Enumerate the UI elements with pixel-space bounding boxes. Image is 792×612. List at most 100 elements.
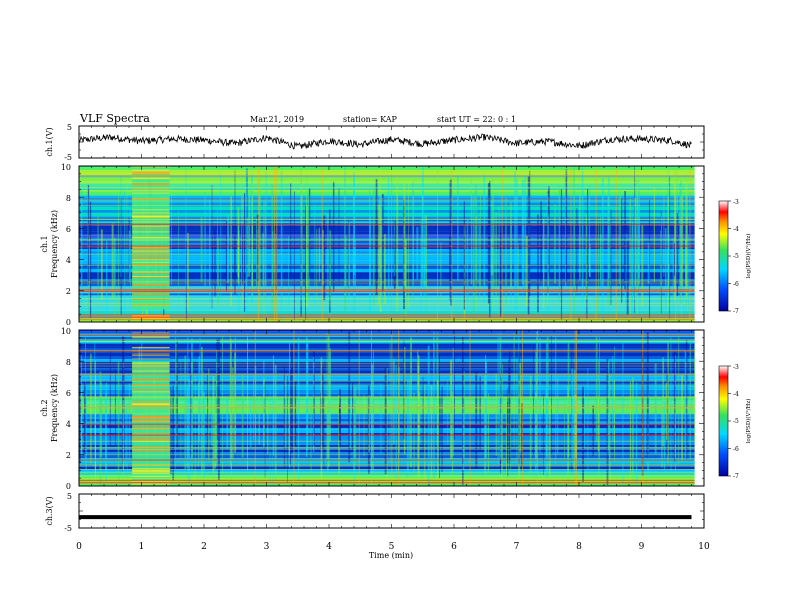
spectrogram-streak xyxy=(290,345,293,453)
spectrogram-line xyxy=(79,374,695,375)
spectrogram-line xyxy=(79,170,695,172)
spectrogram-streak xyxy=(283,364,285,470)
spectrogram-band xyxy=(79,336,695,340)
spectrogram-band xyxy=(79,280,695,284)
spectrogram-burst-line xyxy=(132,190,170,192)
spectrogram-burst-line xyxy=(132,177,170,179)
spectrogram-burst-line xyxy=(132,183,170,185)
spectrogram-band xyxy=(79,352,695,357)
spectrogram-burst-line xyxy=(132,188,170,190)
spectrogram-streak xyxy=(128,230,131,282)
spectrogram-streak xyxy=(349,398,351,448)
spectrogram-streak xyxy=(635,382,638,484)
spectrogram-band xyxy=(79,299,695,303)
spectrogram-streak xyxy=(392,358,395,445)
spectrogram-band xyxy=(79,249,695,252)
spectrogram-burst-line xyxy=(132,354,170,356)
spectrogram-streak xyxy=(247,217,249,278)
spectrogram-streak xyxy=(615,166,617,322)
spectrogram-line xyxy=(79,253,695,255)
spectrogram-streak xyxy=(369,190,371,312)
spectrogram-streak xyxy=(214,406,217,467)
s2-ytick-4: 4 xyxy=(66,420,71,429)
spectrogram-streak xyxy=(598,334,600,467)
spectrogram-streak xyxy=(587,367,589,471)
spectrogram-streak xyxy=(674,243,676,276)
spectrogram-burst-line xyxy=(132,417,170,419)
spectrogram-streak xyxy=(258,396,261,445)
ch1-ytick-neg5: -5 xyxy=(64,153,72,162)
spectrogram-streak xyxy=(243,193,246,312)
spectrogram-streak xyxy=(186,387,189,468)
spectrogram-line xyxy=(79,298,695,299)
spectrogram-streak xyxy=(535,351,537,461)
spectrogram-burst-line xyxy=(132,332,170,334)
spectrogram-streak xyxy=(384,367,387,475)
spectrogram-streak xyxy=(353,171,355,315)
spectrogram-streak xyxy=(506,388,508,463)
spectrogram-streak xyxy=(272,355,275,456)
spectrogram-burst-line xyxy=(132,173,170,175)
spectrogram-burst-line xyxy=(132,358,170,360)
spectrogram-streak xyxy=(251,174,253,303)
spectrogram-streak xyxy=(241,374,244,458)
spectrogram-streak xyxy=(492,179,494,311)
spectrogram-streak xyxy=(499,232,502,318)
spectrogram-burst-line xyxy=(132,370,170,372)
spectrogram-band xyxy=(79,177,695,182)
spectrogram-band xyxy=(79,269,695,273)
spectrogram-streak xyxy=(124,190,126,316)
xtick-1: 1 xyxy=(139,542,145,552)
spectrogram-band xyxy=(79,283,695,287)
spectrogram-band xyxy=(79,172,695,175)
spectrogram-streak xyxy=(478,217,481,301)
spectrogram-streak xyxy=(672,237,674,312)
spectrogram-streak xyxy=(623,240,625,282)
spectrogram-burst-line xyxy=(132,166,170,168)
cb2-label: log(PSD)(V²/Hz) xyxy=(745,399,752,444)
spectrogram-streak xyxy=(417,355,420,477)
spectrogram-burst-line xyxy=(132,184,170,186)
spectrogram-burst-line xyxy=(132,250,170,252)
spectrogram-band xyxy=(79,303,695,306)
spectrogram-streak xyxy=(321,363,324,449)
cb1-label: log(PSD)(V²/Hz) xyxy=(745,234,752,279)
s1-ytick-0: 0 xyxy=(66,318,71,327)
spectrogram-streak xyxy=(540,201,542,282)
spectrogram-line xyxy=(79,469,695,470)
spectrogram-band xyxy=(79,251,695,254)
spectrogram-streak xyxy=(370,330,372,486)
s2-ylabel: Frequency (kHz) xyxy=(50,374,59,442)
spectrogram-burst-line xyxy=(132,447,170,449)
spectrogram-streak xyxy=(547,193,549,306)
spectrogram-streak xyxy=(203,391,206,478)
spectrogram-burst-line xyxy=(132,362,170,364)
spectrogram-streak xyxy=(245,168,248,318)
s1-ylabel: Frequency (kHz) xyxy=(50,210,59,278)
spectrogram-streak xyxy=(208,368,210,462)
spectrogram-band xyxy=(79,191,695,196)
spectrogram-streak xyxy=(393,197,395,277)
spectrogram-line xyxy=(79,406,695,408)
spectrogram-streak xyxy=(288,235,289,306)
spectrogram-burst-line xyxy=(132,347,170,349)
s1-ylabel-channel: ch.1 xyxy=(40,235,49,252)
s1-ytick-4: 4 xyxy=(66,256,71,265)
station-label: station= KAP xyxy=(343,115,398,124)
spectrogram-streak xyxy=(305,205,306,321)
ch2-colorbar xyxy=(718,365,729,477)
spectrogram-band xyxy=(79,275,695,279)
spectrogram-streak xyxy=(689,342,691,460)
xtick-3: 3 xyxy=(264,542,270,552)
spectrogram-streak xyxy=(554,203,556,284)
spectrogram-streak xyxy=(529,170,531,296)
spectrogram-band xyxy=(79,314,695,319)
spectrogram-streak xyxy=(537,330,539,486)
spectrogram-streak xyxy=(582,386,584,482)
spectrogram-streak xyxy=(410,337,412,468)
spectrogram-streak xyxy=(687,234,689,306)
spectrogram-line xyxy=(79,282,695,284)
spectrogram-streak xyxy=(665,382,668,440)
spectrogram-burst-line xyxy=(132,192,170,194)
